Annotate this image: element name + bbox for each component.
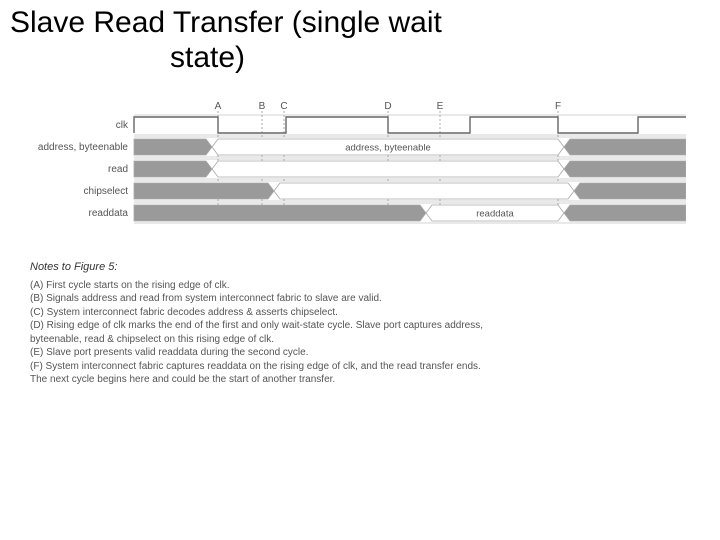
svg-text:readdata: readdata xyxy=(89,208,129,219)
svg-text:address, byteenable: address, byteenable xyxy=(38,142,129,153)
svg-text:B: B xyxy=(259,101,266,112)
note-line: (A) First cycle starts on the rising edg… xyxy=(30,279,690,293)
svg-text:E: E xyxy=(437,101,444,112)
title-line-2: state) xyxy=(10,41,710,76)
note-line: byteenable, read & chipselect on this ri… xyxy=(30,333,690,347)
note-line: The next cycle begins here and could be … xyxy=(30,373,690,387)
note-line: (B) Signals address and read from system… xyxy=(30,292,690,306)
notes-block: Notes to Figure 5: (A) First cycle start… xyxy=(30,260,690,387)
svg-text:D: D xyxy=(384,101,391,112)
note-line: (E) Slave port presents valid readdata d… xyxy=(30,346,690,360)
svg-text:A: A xyxy=(215,101,222,112)
svg-text:clk: clk xyxy=(116,120,129,131)
page-title: Slave Read Transfer (single wait state) xyxy=(0,0,720,75)
notes-body: (A) First cycle starts on the rising edg… xyxy=(30,279,690,387)
notes-title: Notes to Figure 5: xyxy=(30,260,690,275)
svg-text:C: C xyxy=(280,101,287,112)
svg-text:chipselect: chipselect xyxy=(84,186,129,197)
note-line: (D) Rising edge of clk marks the end of … xyxy=(30,319,690,333)
note-line: (F) System interconnect fabric captures … xyxy=(30,360,690,374)
svg-text:address, byteenable: address, byteenable xyxy=(345,143,431,154)
title-line-1: Slave Read Transfer (single wait xyxy=(10,6,710,41)
note-line: (C) System interconnect fabric decodes a… xyxy=(30,306,690,320)
timing-diagram: A B C D E Fclk address, byteenable address, byt… xyxy=(26,99,694,242)
svg-text:read: read xyxy=(108,164,128,175)
svg-text:F: F xyxy=(555,101,561,112)
svg-text:readdata: readdata xyxy=(476,209,514,220)
timing-svg: A B C D E Fclk address, byteenable address, byt… xyxy=(26,99,686,237)
